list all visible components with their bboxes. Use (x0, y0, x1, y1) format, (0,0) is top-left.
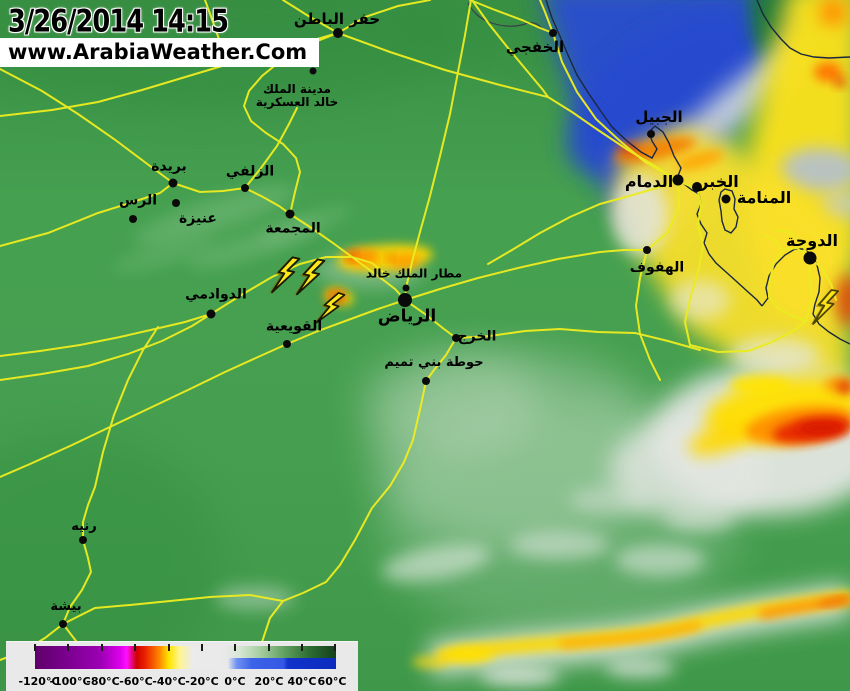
city-marker-khobar (692, 182, 702, 192)
city-label-hofuf: الهفوف (629, 259, 685, 276)
city-label-ranyah: رنيه (71, 518, 97, 534)
city-label-riyadh: الرياض (377, 306, 437, 327)
city-label-military-city-line2: خالد العسكرية (255, 95, 339, 109)
scale-tick-label: 60°C (317, 675, 347, 688)
scale-tick (34, 644, 36, 651)
city-marker-jubail (647, 130, 655, 138)
bahrain-coastline (718, 188, 739, 234)
city-marker-airport (402, 284, 410, 292)
city-label-doha: الدوحة (786, 231, 838, 251)
timestamp: 3/26/2014 14:15 (8, 4, 229, 40)
city-marker-hafar-al-batin (333, 28, 343, 38)
scale-tick (134, 644, 136, 651)
city-marker-quwaiiyah (283, 340, 291, 348)
border-line (467, 2, 544, 31)
city-label-dammam: الدمام (624, 172, 674, 192)
city-label-manama: المنامة (736, 188, 792, 208)
scale-tick-label: -100°C (49, 675, 91, 688)
city-label-hafar-al-batin: حفر الباطن (293, 9, 381, 28)
city-label-majmaah: المجمعة (265, 220, 321, 237)
scale-tick-label: 0°C (224, 675, 246, 688)
city-marker-hofuf (643, 246, 651, 254)
city-label-airport: مطار الملك خالد (365, 266, 463, 281)
city-label-buraidah: بريدة (151, 158, 187, 175)
city-label-military-city: مدينة الملك خالد العسكرية (255, 81, 339, 109)
scale-tick-label: 40°C (287, 675, 317, 688)
city-label-bisha: بيشة (50, 598, 82, 614)
city-marker-ranyah (79, 536, 87, 544)
lightning-icon (810, 289, 840, 326)
city-label-dawadmi: الدوادمي (185, 286, 247, 303)
city-marker-unaizah (172, 199, 180, 207)
scale-tick (201, 644, 203, 651)
cloud-layer (215, 0, 850, 686)
city-label-quwaiiyah: القويعية (265, 318, 323, 335)
city-label-zulfi: الزلفي (225, 163, 275, 180)
city-marker-manama (721, 194, 731, 204)
city-marker-rass (129, 215, 137, 223)
lightning-icon (313, 292, 346, 324)
scale-tick-label: 20°C (254, 675, 284, 688)
lightning-icon (268, 256, 301, 294)
city-marker-khafji (549, 29, 557, 37)
watermark: www.ArabiaWeather.Com (0, 38, 320, 67)
city-marker-kharj (452, 334, 460, 342)
city-marker-buraidah (168, 178, 178, 188)
scale-tick-label: -120°C (18, 675, 60, 688)
north-coastline (756, 0, 850, 59)
city-marker-hawtat (422, 377, 430, 385)
scale-tick-label: -80°C (86, 675, 120, 688)
scale-tick (268, 644, 270, 651)
lightning-icon (293, 258, 326, 296)
scale-gradient-bottom (35, 657, 336, 669)
scale-tick-label: -60°C (119, 675, 153, 688)
city-label-khafji: الخفجي (505, 37, 565, 56)
city-marker-layer (59, 28, 817, 628)
temperature-scale-bar: -120°C -100°C -80°C -60°C -40°C -20°C 0°… (18, 644, 346, 688)
city-label-kharj: الخرج (457, 328, 497, 345)
scale-tick (234, 644, 236, 651)
scale-tick-label: -20°C (185, 675, 219, 688)
city-marker-majmaah (285, 209, 295, 219)
city-marker-riyadh (398, 293, 412, 307)
scale-tick (334, 644, 336, 651)
city-marker-military-city (309, 67, 317, 75)
city-marker-zulfi (241, 184, 249, 192)
scale-tick (67, 644, 69, 651)
city-marker-bisha (59, 620, 67, 628)
city-label-military-city-line1: مدينة الملك (263, 81, 331, 96)
gulf-coastline (545, 0, 763, 307)
scale-tick (101, 644, 103, 651)
city-label-rass: الرس (118, 192, 158, 209)
city-marker-doha (803, 251, 817, 265)
city-marker-dawadmi (206, 309, 216, 319)
scale-tick (301, 644, 303, 651)
city-label-jubail: الجبيل (635, 107, 683, 126)
scale-tick-label: -40°C (152, 675, 186, 688)
city-label-khobar: الخبر (699, 172, 739, 192)
scale-gradient-top (35, 646, 336, 658)
city-marker-dammam (672, 174, 684, 186)
temperature-legend: -120°C -100°C -80°C -60°C -40°C -20°C 0°… (6, 641, 358, 691)
city-label-hawtat: حوطة بني تميم (384, 354, 484, 370)
city-label-unaizah: عنيزة (179, 210, 217, 227)
scale-tick (168, 644, 170, 651)
